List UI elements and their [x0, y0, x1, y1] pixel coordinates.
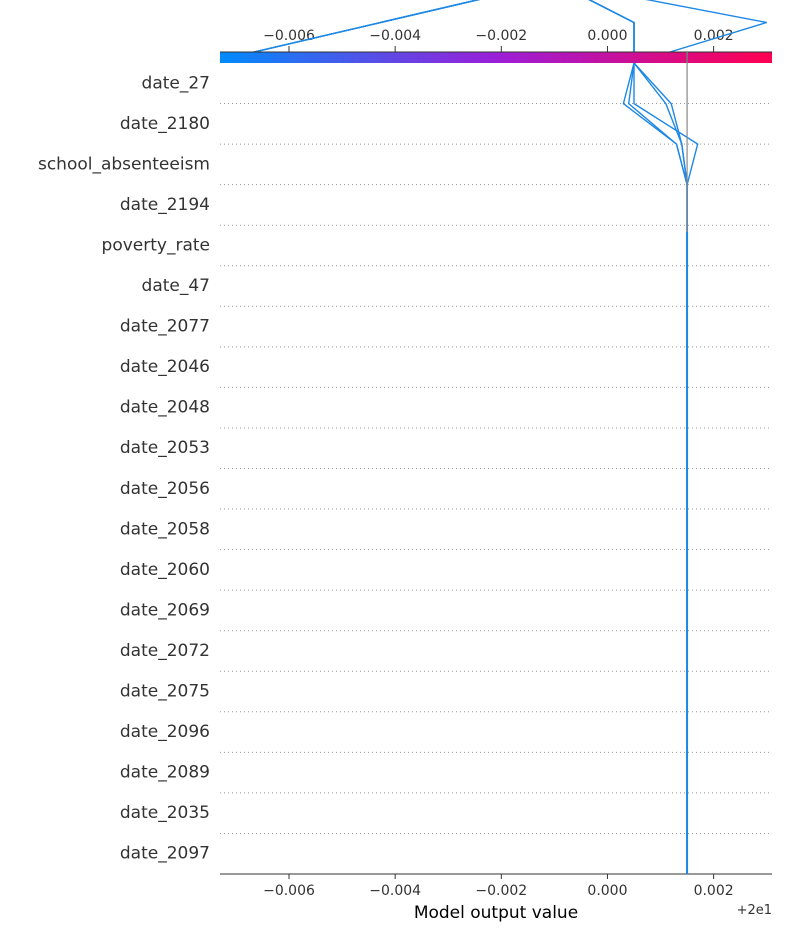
x-axes: −0.006 −0.006 −0.004 −0.004 −0.002 −0.002 0.00… — [220, 28, 772, 899]
feature-label: date_2069 — [120, 600, 210, 620]
feature-label: date_2089 — [120, 763, 210, 783]
row-gridlines — [220, 103, 772, 875]
x-tick-label-top: 0.000 — [587, 28, 627, 44]
decision-lines — [219, 0, 767, 874]
decision-line — [219, 0, 688, 874]
colorbar — [220, 52, 772, 63]
decision-line — [219, 0, 767, 874]
feature-labels: date_27 date_2180 school_absenteeism date_2… — [38, 73, 210, 863]
feature-label: school_absenteeism — [38, 154, 210, 174]
feature-label: date_2046 — [120, 357, 210, 377]
feature-label: date_2048 — [120, 398, 210, 418]
feature-label: date_27 — [142, 73, 210, 93]
x-tick-label-top: −0.002 — [475, 28, 527, 44]
feature-label: poverty_rate — [102, 235, 210, 255]
feature-label: date_2060 — [120, 560, 210, 580]
decision-line — [219, 0, 688, 874]
feature-label: date_2056 — [120, 479, 210, 499]
x-axis-title: Model output value — [414, 903, 578, 923]
feature-label: date_2180 — [120, 114, 210, 134]
feature-label: date_2072 — [120, 641, 210, 661]
feature-label: date_2058 — [120, 519, 210, 539]
colorbar-and-base — [220, 51, 772, 874]
feature-label: date_2096 — [120, 722, 210, 742]
x-tick-label-bottom: −0.004 — [369, 883, 421, 899]
x-tick-label-bottom: 0.000 — [587, 883, 627, 899]
x-tick-label-top: 0.002 — [694, 28, 734, 44]
feature-label: date_2075 — [120, 682, 210, 702]
feature-label: date_2053 — [120, 438, 210, 458]
x-tick-label-top: −0.006 — [263, 28, 315, 44]
decision-line — [219, 0, 688, 874]
feature-label: date_2077 — [120, 317, 210, 337]
feature-label: date_47 — [142, 276, 210, 296]
decision-line — [219, 0, 688, 874]
x-tick-label-bottom: −0.006 — [263, 883, 315, 899]
x-tick-label-bottom: 0.002 — [694, 883, 734, 899]
feature-label: date_2097 — [120, 844, 210, 864]
x-tick-label-top: −0.004 — [369, 28, 421, 44]
feature-label: date_2035 — [120, 803, 210, 823]
feature-label: date_2194 — [120, 195, 210, 215]
x-axis-offset-label: +2e1 — [737, 903, 772, 918]
x-tick-label-bottom: −0.002 — [475, 883, 527, 899]
